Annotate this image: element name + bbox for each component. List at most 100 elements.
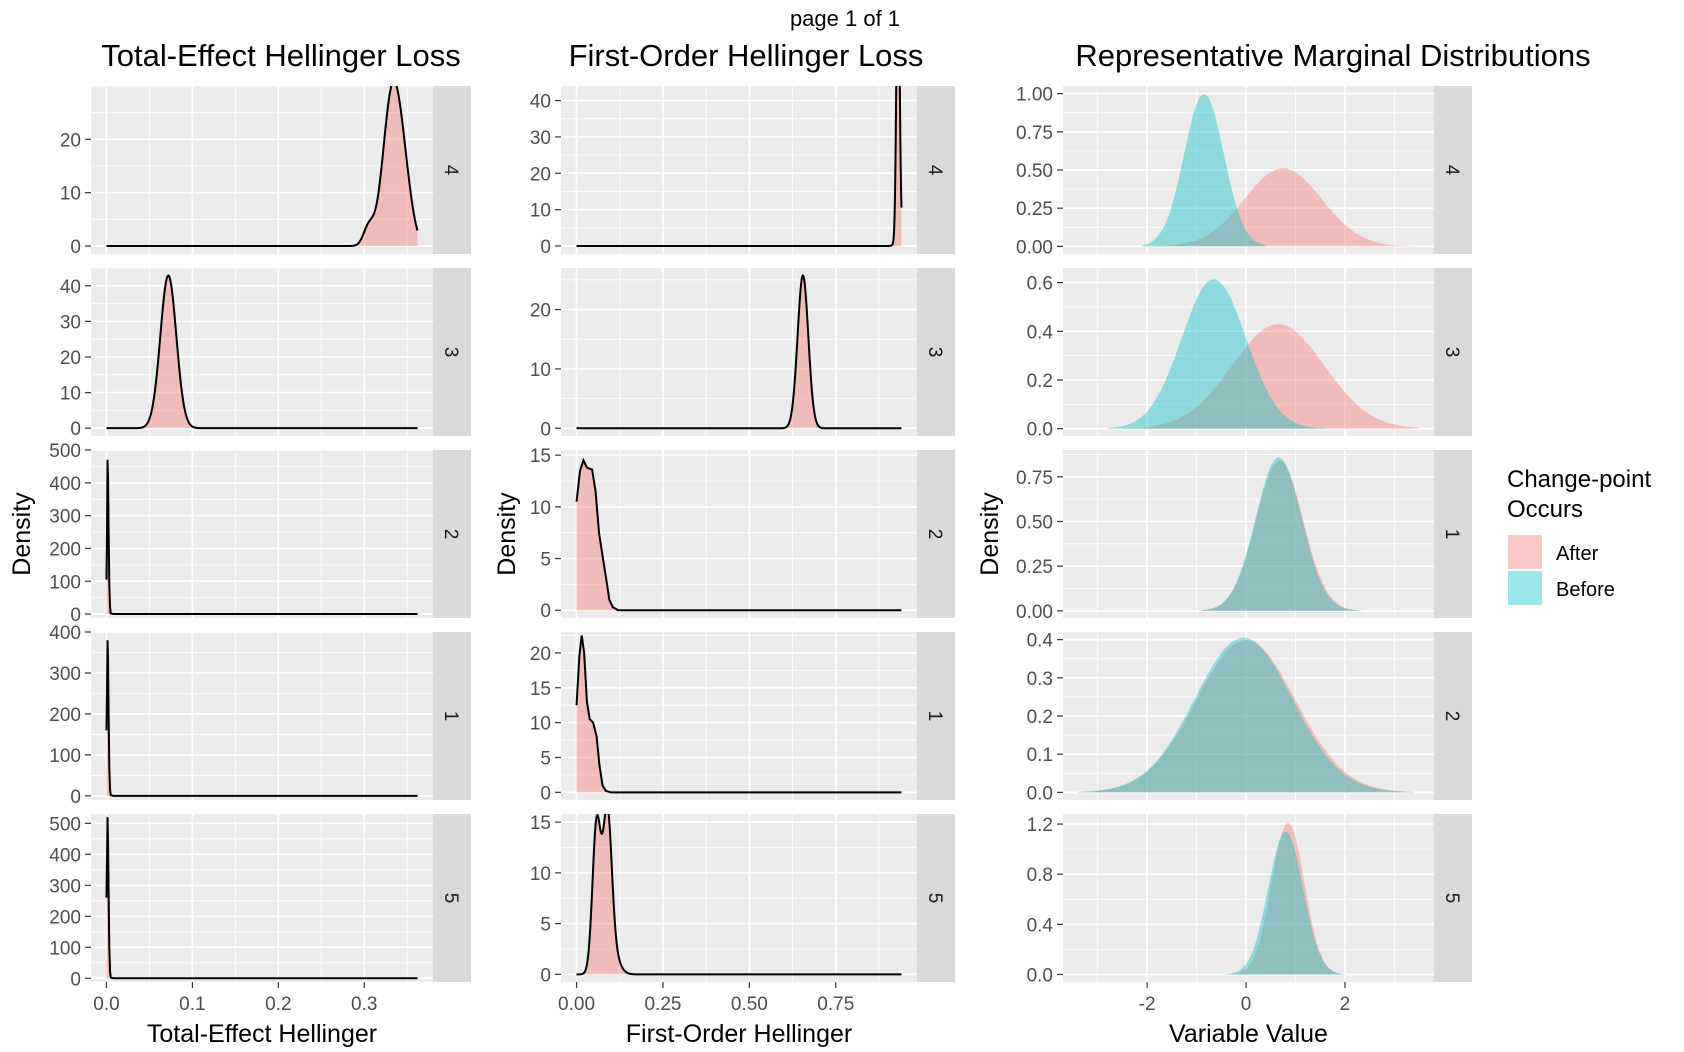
legend-title-line2: Occurs	[1507, 496, 1583, 523]
y-tick-label: 5	[540, 748, 551, 769]
y-tick-label: 0.0	[1027, 420, 1053, 441]
legend-title-line1: Change-point	[1507, 466, 1651, 493]
series-group	[576, 86, 903, 247]
facet-panel-3-4: 0.00 0.25 0.50 0.75 1.00 4	[1016, 85, 1472, 258]
panel-background	[91, 450, 433, 618]
y-tick-label: 20	[60, 130, 81, 151]
panel-title-3: Representative Marginal Distributions	[1075, 38, 1590, 73]
y-tick-label: 0.0	[1027, 965, 1053, 986]
density-area-after	[106, 275, 418, 429]
density-area-after	[1201, 460, 1365, 611]
facet-strip-label: 5	[1441, 893, 1462, 904]
x-axis-label-1: Total-Effect Hellinger	[147, 1020, 377, 1048]
x-tick-label: 2	[1340, 994, 1351, 1015]
legend-key-before	[1508, 571, 1542, 605]
facet-strip	[433, 86, 471, 254]
density-line	[105, 640, 418, 797]
y-tick-label: 0.2	[1027, 371, 1053, 392]
facet-strip-label: 4	[1441, 165, 1462, 176]
facet-panel-1-2: 0 100 200 300 400 500 2	[49, 441, 471, 626]
facet-panel-3-3: 0.0 0.2 0.4 0.6 3	[1027, 268, 1472, 441]
density-area-before	[1201, 457, 1360, 611]
y-tick-label: 0	[70, 787, 81, 808]
series-group	[576, 274, 902, 430]
x-tick-label: 0.00	[558, 994, 595, 1015]
density-area-before	[1221, 831, 1345, 975]
density-line	[575, 457, 902, 612]
y-tick-label: 0.25	[1016, 557, 1053, 578]
facet-strip	[433, 632, 471, 800]
y-tick-label: 1.2	[1027, 815, 1053, 836]
panel-background	[561, 86, 917, 254]
density-line	[576, 274, 902, 430]
y-tick-label: 20	[530, 644, 551, 665]
facet-strip-label: 2	[440, 529, 461, 540]
density-area-after	[1077, 640, 1415, 793]
y-tick-label: 0.4	[1027, 631, 1054, 652]
panel-background	[91, 814, 433, 982]
y-tick-label: 100	[49, 938, 81, 959]
y-tick-label: 10	[530, 714, 551, 735]
density-area-after	[106, 86, 418, 246]
y-tick-label: 400	[49, 474, 81, 495]
y-tick-label: 0.2	[1027, 707, 1053, 728]
facet-panel-1-3: 0 10 20 30 40 3	[60, 267, 471, 440]
y-tick-label: 400	[49, 845, 81, 866]
y-tick-label: 10	[530, 201, 551, 222]
y-tick-label: 0	[540, 237, 551, 258]
facet-strip	[1434, 632, 1472, 800]
facet-strip	[1434, 268, 1472, 436]
y-tick-label: 0	[70, 237, 81, 258]
y-tick-label: 0.25	[1016, 199, 1053, 220]
y-tick-label: 0.3	[1027, 669, 1053, 690]
facet-strip-label: 3	[924, 347, 945, 358]
y-tick-label: 300	[49, 507, 81, 528]
facet-strip-label: 3	[1441, 347, 1462, 358]
facet-strip	[433, 268, 471, 436]
density-area-after	[1147, 168, 1415, 247]
facet-strip	[433, 450, 471, 618]
series-group	[106, 86, 419, 247]
series-group	[105, 640, 418, 797]
y-tick-label: 1.00	[1016, 85, 1053, 106]
x-tick-label: 0.0	[93, 994, 119, 1015]
legend-label-before: Before	[1556, 579, 1615, 601]
y-tick-label: 20	[530, 301, 551, 322]
y-tick-label: 30	[530, 128, 551, 149]
y-tick-label: 0.6	[1027, 274, 1053, 295]
y-axis-label-1: Density	[8, 492, 36, 576]
panel-background	[1063, 814, 1434, 982]
panel-title-2: First-Order Hellinger Loss	[569, 38, 924, 73]
y-tick-label: 200	[49, 907, 81, 928]
y-tick-label: 200	[49, 705, 81, 726]
facet-strip	[1434, 814, 1472, 982]
series-group	[105, 459, 418, 616]
x-axis-label-2: First-Order Hellinger	[626, 1020, 852, 1048]
series-group	[1142, 94, 1415, 247]
y-tick-label: 500	[49, 441, 81, 462]
density-line	[576, 86, 903, 247]
facet-panel-3-2: 0.0 0.1 0.2 0.3 0.4 2	[1027, 631, 1472, 804]
x-tick-label: 0.25	[644, 994, 681, 1015]
x-axis-label-3: Variable Value	[1169, 1020, 1328, 1048]
panel-background	[91, 632, 433, 800]
facet-panel-3-5: 0.0 0.4 0.8 1.2 5	[1027, 814, 1472, 986]
panel-background	[91, 86, 433, 254]
y-tick-label: 10	[530, 864, 551, 885]
panel-background	[91, 268, 433, 436]
y-tick-label: 20	[60, 348, 81, 369]
legend-label-after: After	[1556, 543, 1599, 565]
facet-panel-3-1: 0.00 0.25 0.50 0.75 1	[1016, 450, 1472, 623]
y-tick-label: 0.50	[1016, 161, 1053, 182]
y-tick-label: 0.4	[1027, 915, 1054, 936]
facet-panel-2-2: 0 5 10 15 2	[530, 446, 955, 622]
facet-panel-1-4: 0 10 20 4	[60, 85, 471, 258]
y-tick-label: 0.8	[1027, 865, 1053, 886]
y-tick-label: 20	[530, 164, 551, 185]
y-tick-label: 0	[540, 783, 551, 804]
page-label: page 1 of 1	[790, 6, 900, 31]
density-line	[106, 86, 419, 247]
y-tick-label: 300	[49, 664, 81, 685]
y-tick-label: 0	[70, 419, 81, 440]
y-tick-label: 100	[49, 572, 81, 593]
